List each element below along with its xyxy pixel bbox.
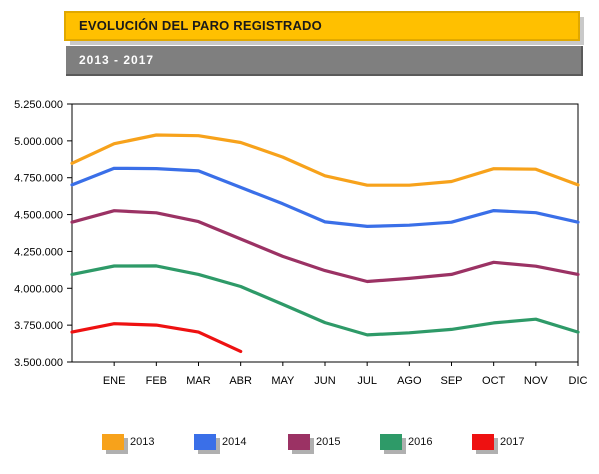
x-tick-label: OCT xyxy=(482,375,506,387)
chart-subtitle: 2013 - 2017 xyxy=(79,53,155,67)
legend-swatch xyxy=(472,434,494,450)
plot-area xyxy=(71,103,579,363)
x-tick-label: DIC xyxy=(569,375,588,387)
y-tick-label: 4.250.000 xyxy=(14,246,63,258)
series-lines xyxy=(70,133,580,353)
chart-title-box: EVOLUCIÓN DEL PARO REGISTRADO xyxy=(64,11,584,45)
y-tick-label: 3.500.000 xyxy=(14,357,63,369)
series-line-2017 xyxy=(70,322,243,353)
x-tick-label: AGO xyxy=(397,375,422,387)
x-tick-label: NOV xyxy=(524,375,549,387)
x-tick-label: ENE xyxy=(103,375,126,387)
y-tick-label: 3.750.000 xyxy=(14,320,63,332)
y-tick-label: 4.000.000 xyxy=(14,283,63,295)
legend-swatch xyxy=(194,434,216,450)
chart-subtitle-box: 2013 - 2017 xyxy=(66,46,583,76)
x-tick-label: SEP xyxy=(440,375,462,387)
y-tick-label: 4.500.000 xyxy=(14,210,63,222)
legend-swatch xyxy=(288,434,310,450)
x-tick-label: FEB xyxy=(146,375,167,387)
legend-swatch xyxy=(102,434,124,450)
series-line-2015 xyxy=(70,209,580,284)
series-line-2014 xyxy=(70,166,580,228)
chart-title: EVOLUCIÓN DEL PARO REGISTRADO xyxy=(79,18,322,33)
legend-label: 2013 xyxy=(130,436,155,448)
x-tick-label: MAR xyxy=(186,375,211,387)
legend-label: 2017 xyxy=(500,436,525,448)
legend-label: 2015 xyxy=(316,436,341,448)
series-line-2016 xyxy=(70,264,580,337)
x-tick-label: MAY xyxy=(271,375,295,387)
x-tick-label: JUL xyxy=(357,375,377,387)
y-tick-label: 5.250.000 xyxy=(14,99,63,111)
legend-swatch xyxy=(380,434,402,450)
legend-label: 2016 xyxy=(408,436,433,448)
y-axis: 3.500.000 3.750.000 4.000.000 4.250.000 4.50… xyxy=(14,99,72,369)
x-tick-label: ABR xyxy=(229,375,252,387)
x-axis: ENE FEB MAR ABR MAY JUN JUL AGO SEP OCT NOV DIC xyxy=(103,362,588,387)
x-tick-label: JUN xyxy=(314,375,335,387)
legend-label: 2014 xyxy=(222,436,247,448)
y-tick-label: 5.000.000 xyxy=(14,136,63,148)
series-line-2013 xyxy=(70,133,580,187)
y-tick-label: 4.750.000 xyxy=(14,173,63,185)
